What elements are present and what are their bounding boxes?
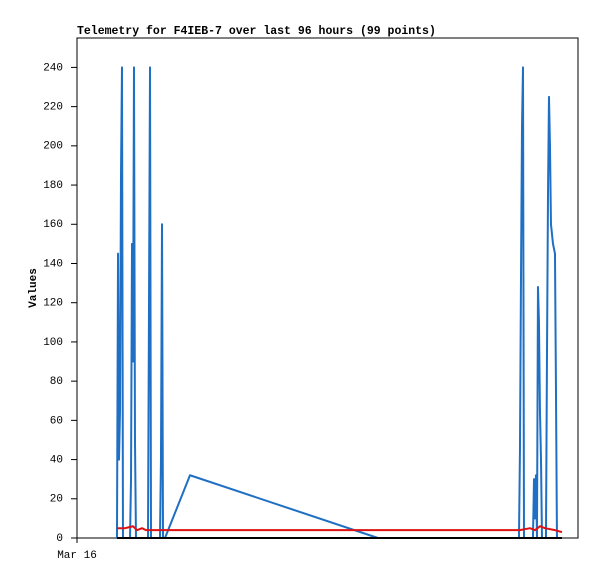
plot-frame [76, 37, 579, 539]
y-tick-label: 160 [43, 219, 63, 231]
y-tick-label: 100 [43, 337, 63, 349]
y-tick-label: 220 [43, 102, 63, 114]
series-line [115, 66, 558, 539]
y-tick-label: 40 [50, 454, 63, 466]
y-tick-label: 20 [50, 494, 63, 506]
y-tick-label: 240 [43, 62, 63, 74]
y-tick-label: 80 [50, 376, 63, 388]
y-tick-label: 120 [43, 298, 63, 310]
y-tick-label: 200 [43, 141, 63, 153]
y-tick-label: 180 [43, 180, 63, 192]
x-tick-label: Mar 16 [57, 550, 97, 562]
y-tick-label: 140 [43, 258, 63, 270]
series-line [116, 525, 563, 534]
y-tick-label: 0 [56, 533, 63, 545]
y-axis-label: Values [28, 268, 40, 308]
y-tick-label: 60 [50, 415, 63, 427]
chart-title: Telemetry for F4IEB-7 over last 96 hours… [77, 25, 436, 38]
